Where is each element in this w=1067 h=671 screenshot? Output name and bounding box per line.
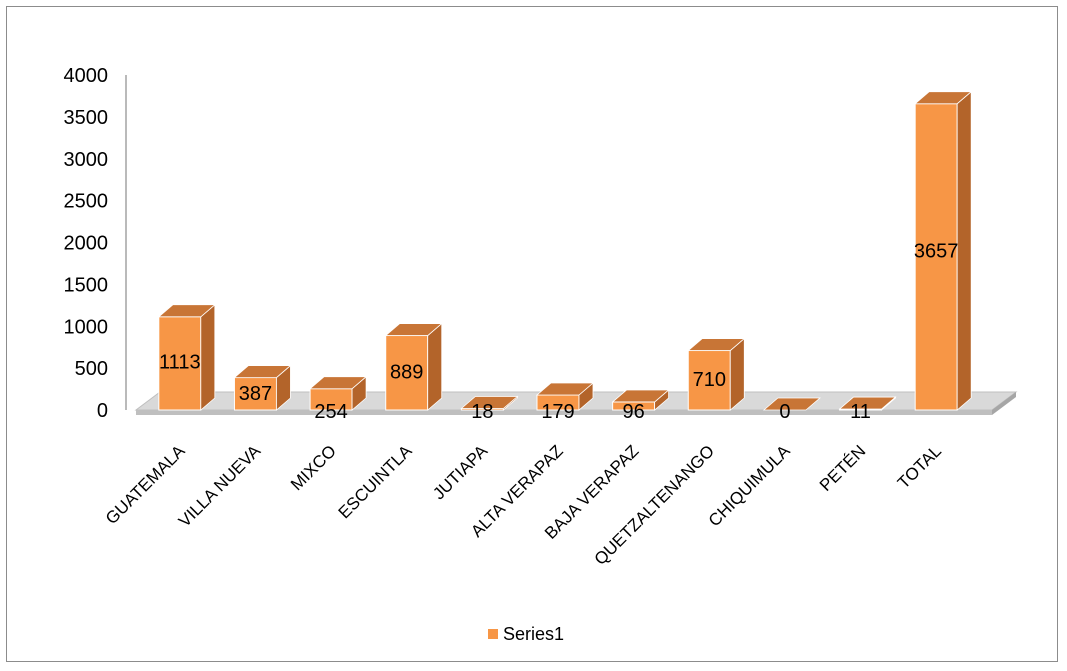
bar-front xyxy=(158,316,202,411)
bar-side xyxy=(427,322,443,411)
data-label: 387 xyxy=(239,383,272,405)
data-label: 96 xyxy=(623,401,645,423)
data-label: 0 xyxy=(779,401,790,423)
data-label: 3657 xyxy=(914,241,959,263)
data-label: 18 xyxy=(471,401,493,423)
category-label: PETÉN xyxy=(816,441,870,495)
bar-front xyxy=(914,103,958,411)
category-label: MIXCO xyxy=(287,441,340,494)
bar-side xyxy=(200,303,216,411)
legend-swatch xyxy=(488,629,498,639)
bar-front xyxy=(385,335,429,411)
data-label: 710 xyxy=(693,369,726,391)
legend: Series1 xyxy=(488,624,564,644)
bar-front xyxy=(687,350,731,411)
bar-top xyxy=(914,91,973,105)
y-tick-label: 2000 xyxy=(64,233,109,255)
bar xyxy=(914,90,973,411)
bar xyxy=(838,396,897,411)
bar-top xyxy=(309,376,368,390)
category-label: CHIQUIMULA xyxy=(705,441,794,530)
floor-side xyxy=(992,392,1016,415)
bar xyxy=(157,303,216,411)
bar-top xyxy=(762,397,821,411)
y-tick-label: 500 xyxy=(75,358,108,380)
y-tick-label: 0 xyxy=(97,400,108,422)
data-label: 889 xyxy=(390,361,423,383)
bar-top xyxy=(460,396,519,409)
bar-side xyxy=(956,90,972,411)
bar-top xyxy=(535,382,595,396)
category-label: ESCUINTLA xyxy=(335,441,416,522)
y-tick-label: 3000 xyxy=(64,149,109,171)
y-tick-label: 3500 xyxy=(64,107,109,129)
bar xyxy=(762,397,821,411)
bar-top xyxy=(687,338,746,351)
bar-top xyxy=(384,323,443,336)
bar xyxy=(309,375,368,411)
bar xyxy=(611,389,670,411)
category-label: JUTIAPA xyxy=(429,441,491,503)
legend-label: Series1 xyxy=(503,624,564,644)
data-label: 179 xyxy=(541,401,574,423)
bar xyxy=(535,382,595,411)
y-tick-label: 2500 xyxy=(64,191,109,213)
data-label: 11 xyxy=(850,401,871,423)
bar xyxy=(460,395,519,411)
bar xyxy=(233,364,292,411)
bar-top xyxy=(838,396,897,410)
data-label: 254 xyxy=(314,401,347,423)
bar-top xyxy=(233,365,292,378)
data-labels: 1113 387 254 889 18 179 96 710 0 11 3657 xyxy=(159,241,958,423)
bar-top xyxy=(157,304,216,318)
bar-top xyxy=(611,389,670,403)
bar xyxy=(384,322,443,411)
y-tick-label: 1500 xyxy=(64,274,109,296)
category-label: VILLA NUEVA xyxy=(175,441,265,531)
floor-front xyxy=(136,410,992,415)
y-axis: 0 500 1000 1500 2000 2500 3000 3500 4000 xyxy=(64,65,127,422)
y-tick-label: 4000 xyxy=(64,65,109,87)
y-tick-label: 1000 xyxy=(64,316,109,338)
bars xyxy=(157,90,973,411)
category-label: TOTAL xyxy=(894,441,945,492)
bar xyxy=(687,337,746,411)
data-label: 1113 xyxy=(159,352,201,374)
